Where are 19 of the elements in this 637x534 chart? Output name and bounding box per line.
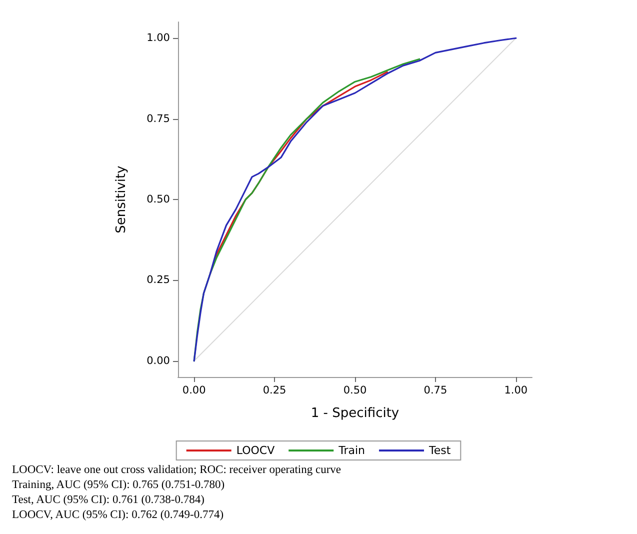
x-tick-label: 0.25 [262,384,286,396]
x-tick-label: 0.00 [182,384,206,396]
y-axis-title: Sensitivity [114,165,129,234]
y-tick-label: 0.00 [146,354,170,367]
x-tick-label: 1.00 [504,384,528,396]
x-tick-label: 0.75 [424,384,448,396]
x-axis-title: 1 - Specificity [310,406,400,421]
legend-label: Train [338,444,366,457]
y-tick-label: 0.25 [146,274,170,286]
x-tick-label: 0.50 [343,384,367,396]
text: LOOCV: leave one out cross validation; ROC: receiver operating curve [12,463,342,478]
legend-label: LOOCV [236,444,276,457]
legend-label: Test [428,444,452,457]
text: LOOCV, AUC (95% CI): 0.762 (0.749-0.774) [12,508,225,523]
y-tick-label: 0.75 [146,112,170,125]
y-tick-label: 0.50 [146,194,170,206]
text: Training, AUC (95% CI): 0.765 (0.751-0.780) [12,478,226,493]
y-tick-label: 1.00 [146,32,170,44]
text: Test, AUC (95% CI): 0.761 (0.738-0.784) [12,493,206,508]
